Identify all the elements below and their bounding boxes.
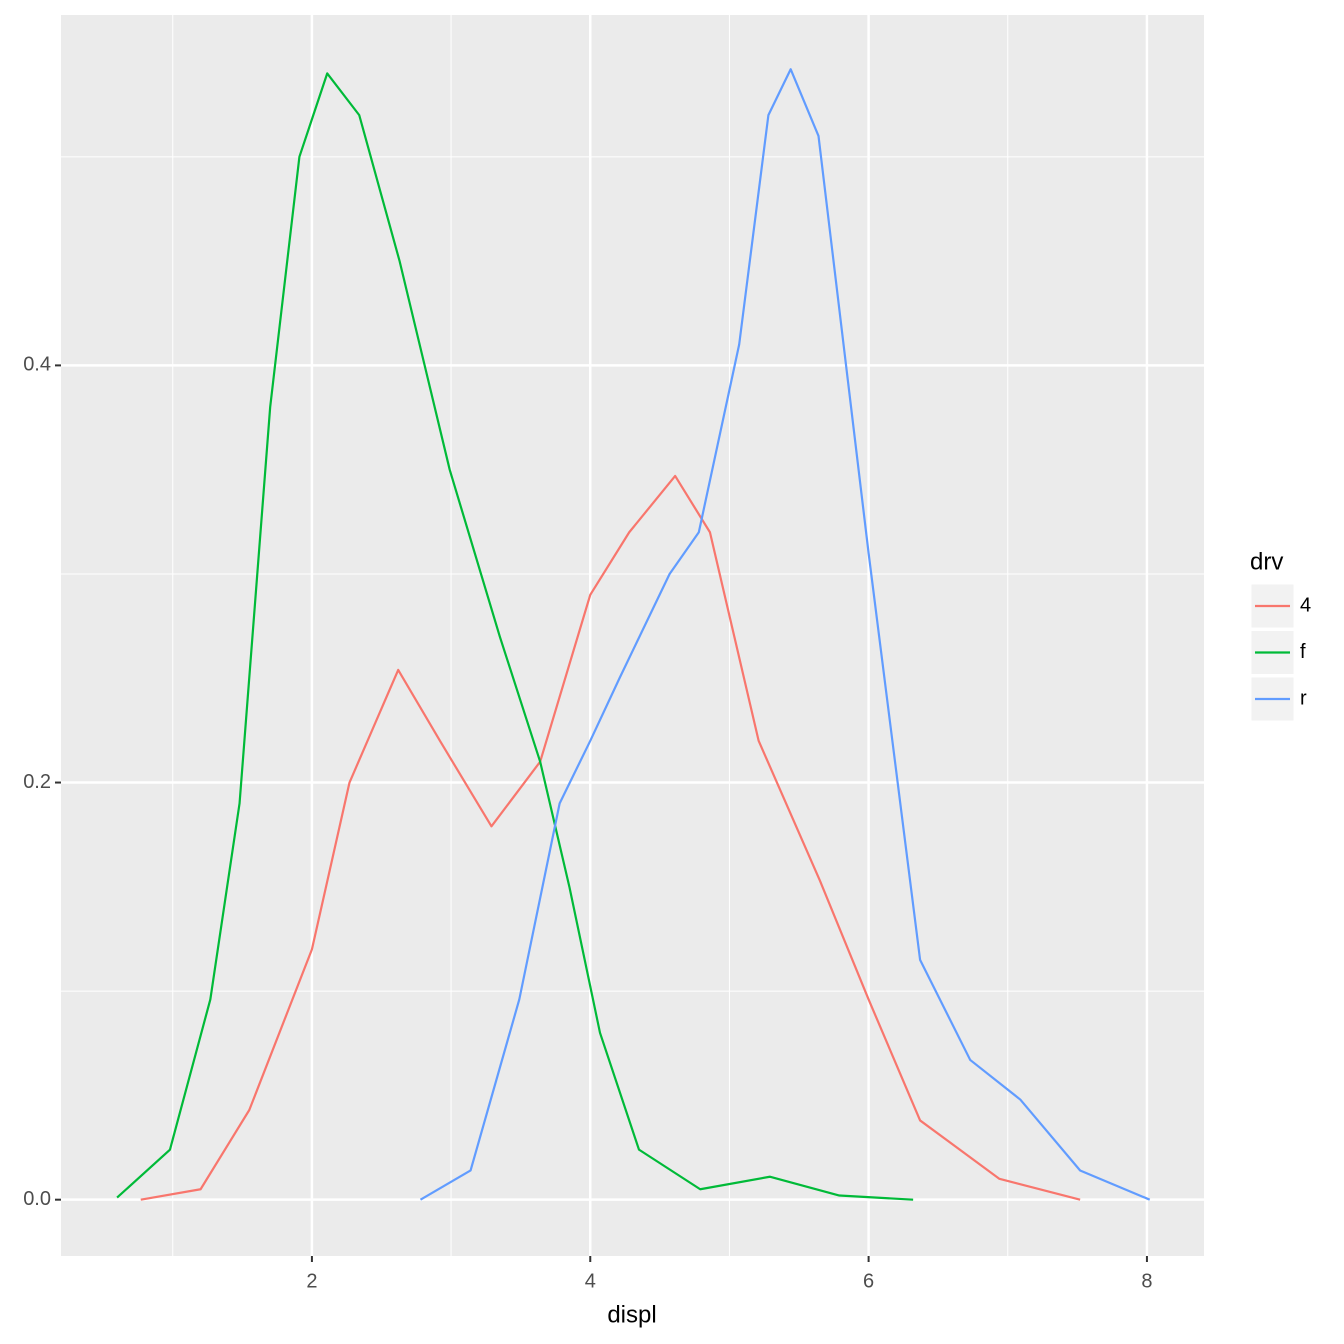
x-tick-label: 4 [585, 1270, 596, 1292]
panel [61, 15, 1204, 1256]
x-tick-label: 8 [1141, 1270, 1152, 1292]
legend-title: drv [1250, 548, 1283, 575]
legend-label: r [1300, 687, 1307, 709]
legend-label: 4 [1300, 594, 1311, 616]
grid [61, 15, 1204, 1256]
y-tick-label: 0.2 [23, 771, 51, 793]
legend-label: f [1300, 641, 1306, 663]
density-line [116, 72, 914, 1201]
y-tick-label: 0.0 [23, 1188, 51, 1210]
x-axis-title: displ [607, 1301, 656, 1328]
density-line [419, 68, 1151, 1201]
x-tick-label: 2 [306, 1270, 317, 1292]
lines [116, 68, 1151, 1201]
x-tick-label: 6 [863, 1270, 874, 1292]
density-line [140, 474, 1081, 1201]
y-tick-label: 0.4 [23, 354, 51, 376]
